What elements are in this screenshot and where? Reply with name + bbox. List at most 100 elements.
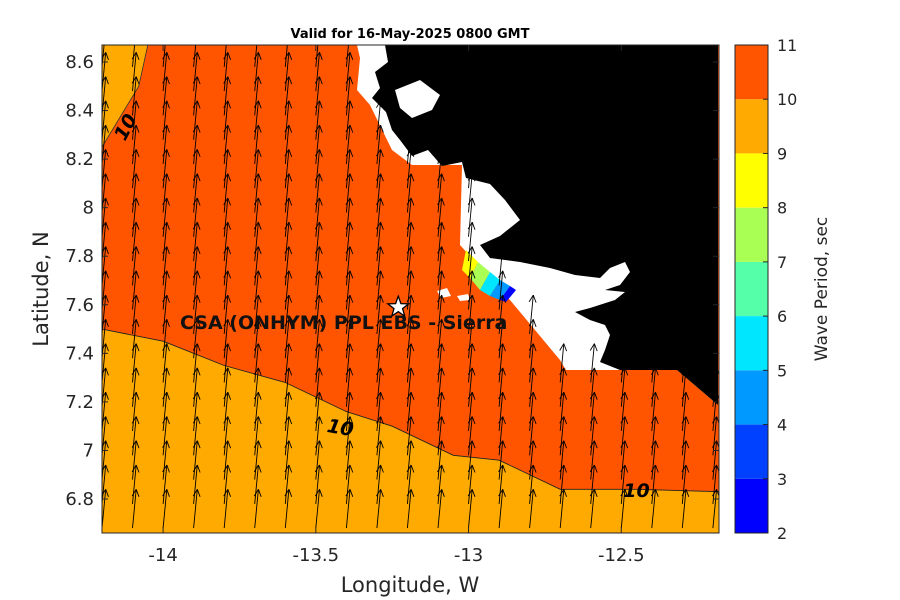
y-tick-label: 8 <box>83 198 94 219</box>
wave-vector <box>589 367 598 407</box>
y-tick-label: 7.6 <box>65 295 94 316</box>
wave-vector <box>467 124 476 165</box>
x-tick-label: -13.5 <box>293 545 340 566</box>
y-tick-label: 7.8 <box>65 246 94 267</box>
wave-vector <box>223 440 232 480</box>
wave-vector <box>376 197 384 237</box>
wave-vector <box>162 197 170 237</box>
wave-vector <box>498 464 506 504</box>
wave-vector <box>284 391 293 432</box>
wave-vector <box>162 489 170 529</box>
wave-vector <box>192 440 201 480</box>
wave-vector <box>284 197 293 237</box>
wave-vector <box>162 76 170 116</box>
wave-vector <box>284 149 293 189</box>
wave-vector <box>376 246 384 286</box>
wave-vector <box>406 440 415 480</box>
wave-vector <box>376 294 384 334</box>
wave-vector <box>253 416 262 456</box>
wave-vector <box>528 319 537 359</box>
wave-vector <box>162 45 166 67</box>
contour-label: 10 <box>623 480 649 502</box>
colorbar-tick-label: 2 <box>777 524 787 543</box>
wave-vector <box>498 270 506 310</box>
wave-vector <box>314 343 323 383</box>
wave-vector <box>437 319 445 359</box>
wave-vector <box>253 221 262 262</box>
wave-vector <box>498 294 506 334</box>
wave-vector <box>406 149 415 189</box>
wave-vector <box>192 343 201 383</box>
wave-vector <box>650 464 659 504</box>
colorbar-tick-label: 4 <box>777 416 787 435</box>
wave-vector <box>345 45 349 67</box>
wave-vector <box>620 464 629 504</box>
wave-vector <box>192 391 201 432</box>
colorbar-tick-label: 7 <box>777 253 787 272</box>
wave-vector <box>345 367 354 407</box>
wave-vector <box>559 416 568 456</box>
colorbar-label: Wave Period, sec <box>812 217 832 362</box>
land-mass <box>372 45 718 405</box>
wave-vector <box>467 391 476 432</box>
wave-vector <box>345 489 354 529</box>
island <box>457 294 470 301</box>
wave-vector <box>162 52 170 92</box>
wave-vector <box>406 246 415 286</box>
wave-vector <box>345 246 354 286</box>
wave-vector <box>589 464 598 504</box>
wave-vector <box>681 464 690 504</box>
colorbar-tick-label: 6 <box>777 307 787 326</box>
wave-vector <box>254 45 258 67</box>
y-tick-label: 8.4 <box>65 101 94 122</box>
wave-vector <box>467 319 476 359</box>
colorbar-band <box>735 316 768 371</box>
wave-vector <box>467 416 476 456</box>
wave-vector <box>467 149 476 189</box>
contour-label: 10 <box>325 415 355 441</box>
wave-vector <box>192 76 201 116</box>
wave-vector <box>376 319 384 359</box>
wave-vector <box>376 440 384 480</box>
y-tick-label: 7.4 <box>65 343 94 364</box>
wave-vector <box>131 100 140 140</box>
wave-vector <box>406 197 415 237</box>
land-inlet <box>395 80 440 118</box>
wave-vector <box>192 124 201 165</box>
wave-vector <box>650 343 659 383</box>
wave-vector <box>467 246 476 286</box>
x-tick-label: -13 <box>454 545 483 566</box>
wave-vector <box>162 221 170 262</box>
wave-vector <box>345 52 354 92</box>
wave-vector <box>253 367 262 407</box>
wave-vector <box>528 343 537 383</box>
y-axis-ticks: 6.8 7 7.2 7.4 7.6 7.8 8 8.2 8.4 8.6 <box>65 52 719 510</box>
colorbar-tick-label: 10 <box>777 90 797 109</box>
wave-vector <box>253 76 262 116</box>
wave-vector <box>437 270 445 310</box>
wave-vector <box>162 464 170 504</box>
wave-vector <box>345 270 354 310</box>
wave-vector <box>131 246 140 286</box>
wave-vector <box>253 391 262 432</box>
wave-vector <box>345 416 354 456</box>
x-axis-ticks: -14 -13.5 -13 -12.5 <box>148 45 645 566</box>
wave-vector <box>314 76 323 116</box>
wave-vector <box>467 197 476 237</box>
wave-vector <box>223 343 232 383</box>
wave-vector <box>131 367 140 407</box>
wave-vector <box>314 367 323 407</box>
wave-vector <box>192 149 201 189</box>
wave-vector <box>192 52 201 92</box>
wave-vector <box>498 367 506 407</box>
wave-vector <box>650 489 659 529</box>
colorbar-band <box>735 261 768 317</box>
wave-vector <box>131 52 140 92</box>
wave-vector <box>284 173 293 213</box>
wave-direction-vectors <box>102 45 719 529</box>
wave-vector <box>406 124 415 165</box>
wave-vector <box>681 440 690 480</box>
wave-vector <box>315 45 319 67</box>
wave-vector <box>376 489 384 529</box>
